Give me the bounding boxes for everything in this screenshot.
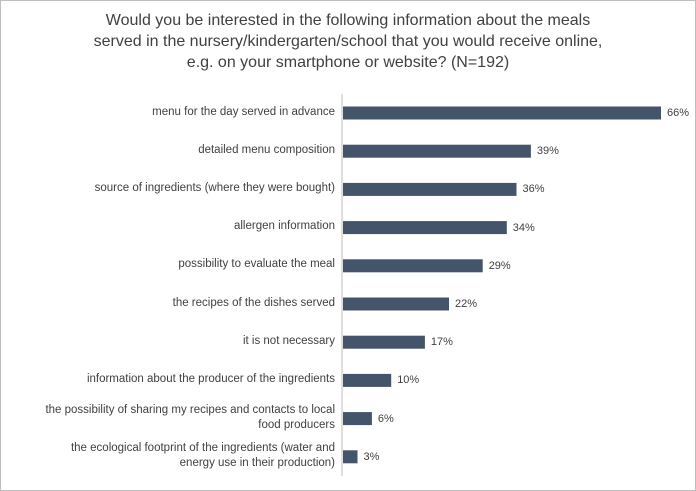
value-label: 29% — [488, 259, 511, 272]
category-label: allergen information — [5, 219, 335, 234]
value-label: 17% — [430, 336, 453, 349]
category-label: source of ingredients (where they were b… — [5, 181, 335, 196]
value-label: 6% — [377, 412, 394, 425]
category-label-line: energy use in their production) — [179, 456, 335, 469]
category-label: the recipes of the dishes served — [5, 296, 335, 311]
chart-title-line: e.g. on your smartphone or website? (N=1… — [186, 54, 510, 71]
category-label: it is not necessary — [5, 334, 335, 349]
chart-title: Would you be interested in the following… — [40, 10, 656, 73]
category-label-line: allergen information — [233, 220, 335, 233]
value-label: 10% — [397, 374, 420, 387]
chart-title-line: served in the nursery/kindergarten/schoo… — [93, 33, 603, 50]
value-label: 34% — [512, 221, 535, 234]
category-label: possibility to evaluate the meal — [5, 257, 335, 272]
bar — [343, 373, 392, 387]
category-label: information about the producer of the in… — [5, 372, 335, 387]
category-label-line: it is not necessary — [242, 334, 335, 347]
bar — [343, 412, 372, 426]
chart-title-line: Would you be interested in the following… — [105, 12, 591, 29]
bar — [343, 259, 483, 273]
category-label-line: food producers — [258, 418, 335, 431]
category-label: detailed menu composition — [5, 143, 335, 158]
category-label-line: detailed menu composition — [198, 143, 335, 156]
bar — [343, 144, 531, 158]
bar — [343, 182, 517, 196]
bar — [343, 221, 507, 235]
category-label-line: the recipes of the dishes served — [172, 296, 335, 309]
value-label: 22% — [455, 298, 478, 310]
category-label-line: source of ingredients (where they were b… — [94, 181, 335, 194]
category-label: the possibility of sharing my recipes an… — [5, 403, 335, 433]
category-label-line: the possibility of sharing my recipes an… — [45, 403, 335, 416]
bar — [343, 106, 661, 120]
value-label: 3% — [363, 450, 380, 463]
bar — [343, 335, 425, 349]
value-label: 39% — [536, 145, 559, 158]
bar — [343, 450, 358, 464]
category-label: menu for the day served in advance — [5, 105, 335, 120]
bar — [343, 297, 449, 311]
value-label: 66% — [667, 107, 690, 119]
value-label: 36% — [522, 183, 545, 196]
category-label-line: menu for the day served in advance — [152, 105, 335, 118]
category-label: the ecological footprint of the ingredie… — [5, 441, 335, 471]
category-label-line: possibility to evaluate the meal — [178, 258, 335, 271]
category-label-line: information about the producer of the in… — [86, 372, 335, 385]
category-label-line: the ecological footprint of the ingredie… — [70, 441, 335, 454]
